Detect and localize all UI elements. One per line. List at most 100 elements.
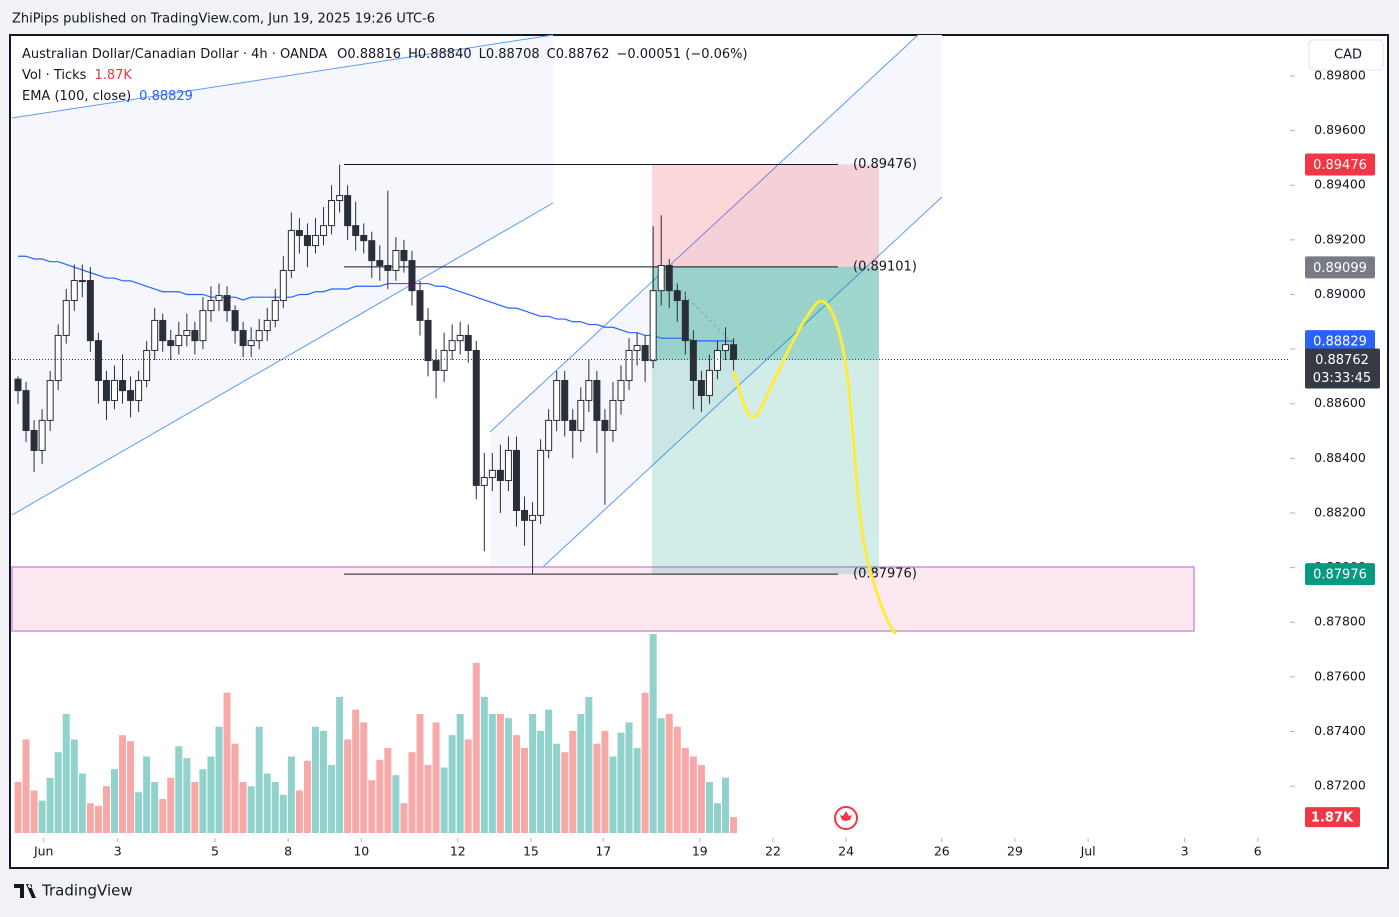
candle-body [231, 310, 239, 332]
volume-bar [649, 634, 657, 833]
candle-body [649, 290, 657, 362]
volume-bar [231, 743, 239, 833]
volume-bar [689, 756, 697, 833]
volume-bar [681, 747, 689, 833]
candle-body [38, 419, 46, 451]
x-tick-label: 3 [1181, 844, 1189, 859]
volume-bar [585, 696, 593, 833]
volume-badge [1305, 807, 1360, 828]
candle-body [625, 349, 633, 382]
volume-bar [657, 718, 665, 833]
candle-body [504, 449, 512, 481]
y-tick-label: 0.87600 [1314, 668, 1366, 683]
candle-body [70, 280, 78, 301]
last-price-badge [1305, 348, 1380, 389]
candle-body [14, 378, 22, 392]
volume-bar [545, 709, 553, 833]
maple-leaf [840, 811, 852, 821]
candle-body [529, 514, 537, 521]
x-tick-label: 29 [1007, 844, 1023, 859]
currency: CAD [1334, 48, 1362, 63]
position-link [679, 289, 735, 346]
volume-bar [529, 713, 537, 833]
y-tick-label: 0.88600 [1314, 395, 1366, 410]
x-tick-label: 3 [114, 844, 122, 859]
volume-bar [456, 713, 464, 833]
level-label: (0.89101) [853, 259, 917, 274]
volume-bar [167, 777, 175, 833]
candle-body [62, 299, 70, 336]
volume-bar [609, 756, 617, 833]
candle-body [127, 390, 135, 401]
candle-body [641, 345, 649, 362]
volume-bar [54, 752, 62, 833]
volume-bar [360, 722, 368, 833]
candle-body [480, 476, 488, 486]
candle-body [697, 380, 705, 397]
candle-body [496, 469, 504, 481]
volume-bar [376, 759, 384, 833]
x-tick-label: 6 [1254, 844, 1262, 859]
volume-bar [408, 752, 416, 833]
volume-bar [464, 739, 472, 833]
volume-bar [159, 798, 167, 833]
candle-body [521, 510, 529, 521]
candle-body [279, 269, 287, 301]
price-badge-label: 0.87976 [1313, 568, 1367, 583]
candle-body [440, 349, 448, 371]
candle-body [360, 234, 368, 242]
volume-bar [448, 735, 456, 833]
candle-body [295, 230, 303, 236]
candle-body [86, 280, 94, 342]
volume-name: Vol · Ticks [22, 68, 87, 83]
x-tick-label: 12 [450, 844, 466, 859]
candle-body [175, 334, 183, 347]
volume-bar [86, 803, 94, 833]
volume-bar [110, 769, 118, 833]
candle-body [151, 319, 159, 351]
ohlc-key: H [408, 47, 418, 62]
candle-body [102, 380, 110, 401]
volume-bar [135, 792, 143, 833]
x-tick-label: 19 [692, 844, 708, 859]
ema-line [18, 255, 734, 342]
candle-body [681, 299, 689, 342]
candle-body [22, 390, 30, 431]
volume-bar [38, 800, 46, 833]
candle-body [569, 419, 577, 431]
y-tick-label: 0.89400 [1314, 177, 1366, 192]
candle-body [424, 319, 432, 362]
candle-body [392, 249, 400, 271]
candle-body [722, 344, 730, 351]
x-tick-label: 26 [934, 844, 950, 859]
candle-body [215, 295, 223, 301]
volume-bar [94, 805, 102, 833]
volume-bar [512, 735, 520, 833]
ohlc-value: 0.88762 [556, 47, 610, 62]
volume-bar [392, 775, 400, 833]
candle-body [705, 369, 713, 397]
y-tick-label: 0.87800 [1314, 614, 1366, 629]
y-tick-label: 0.88200 [1314, 504, 1366, 519]
price-badge [1305, 256, 1375, 279]
x-tick-label: 8 [284, 844, 292, 859]
volume-bar [400, 803, 408, 833]
volume-bar [311, 726, 319, 833]
publisher: ZhiPips published on TradingView.com, Ju… [12, 12, 435, 27]
volume-bar [521, 747, 529, 833]
currency-button[interactable] [1308, 39, 1384, 71]
y-tick-label: 0.89600 [1314, 122, 1366, 137]
candle-body [135, 380, 143, 401]
candle-body [320, 225, 328, 236]
candle-body [311, 234, 319, 247]
legend-volume: Vol · Ticks 1.87K [22, 68, 132, 83]
volume-bar [199, 769, 207, 833]
volume-bar [127, 741, 135, 833]
volume-bar [472, 662, 480, 833]
volume-bar [102, 786, 110, 833]
target-zone [652, 266, 879, 575]
volume-bar [504, 718, 512, 833]
x-tick-label: Jul [1080, 844, 1096, 859]
volume-bar [713, 803, 721, 833]
